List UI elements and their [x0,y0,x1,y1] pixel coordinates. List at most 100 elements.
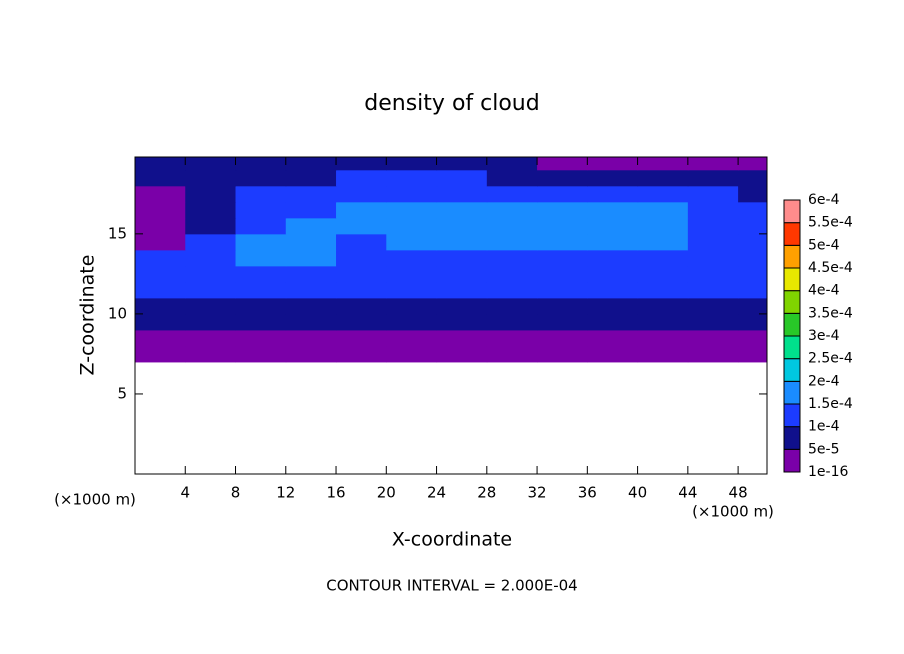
contour-cell [235,185,287,203]
colorbar-label: 5e-5 [808,441,839,457]
colorbar-box [783,267,801,292]
contour-cell [436,329,488,347]
contour-cell [235,249,287,267]
contour-cell [336,169,387,187]
contour-cell [386,185,438,203]
contour-cell [235,345,287,363]
contour-cell [235,201,287,219]
contour-cell [436,345,488,363]
contour-cell [336,297,387,315]
colorbar-label: 3.5e-4 [808,305,853,321]
contour-cell [537,217,588,235]
contour-cell [285,265,337,283]
y-axis-label: Z-coordinate [77,255,99,376]
contour-cell [486,169,538,187]
contour-cell [386,233,438,251]
contour-cell [587,249,639,267]
contour-cell [537,249,588,267]
contour-cell [587,297,639,315]
x-tick-label: 32 [528,484,547,502]
contour-cell [285,157,337,171]
contour-cell [135,281,186,299]
contour-cell [185,249,237,267]
x-unit-note: (×1000 m) [692,503,774,521]
contour-cell [135,345,186,363]
x-tick-label: 16 [326,484,345,502]
contour-cell [537,281,588,299]
contour-cell [738,281,767,299]
contour-cell [436,249,488,267]
contour-field [135,157,767,363]
y-tick-label: 15 [108,224,127,242]
contour-cell [235,157,287,171]
contour-cell [687,169,739,187]
x-tick-label: 36 [578,484,597,502]
contour-cell [185,169,237,187]
colorbar-box [783,312,801,337]
colorbar-label: 4e-4 [808,283,840,299]
contour-cell [285,249,337,267]
colorbar-label: 1e-4 [808,419,840,435]
colorbar-box [783,290,801,314]
contour-cell [285,297,337,315]
colorbar-label: 4.5e-4 [808,260,853,276]
contour-cell [436,281,488,299]
contour-cell [285,233,337,251]
contour-cell [285,345,337,363]
x-tick-label: 4 [180,484,190,502]
contour-cell [537,329,588,347]
contour-cell [285,329,337,347]
x-tick-label: 8 [231,484,241,502]
contour-cell [537,157,588,171]
contour-cell [637,265,689,283]
contour-cell [235,265,287,283]
contour-cell [436,297,488,315]
contour-cell [336,249,387,267]
x-tick-label: 40 [628,484,647,502]
contour-cell [687,157,739,171]
colorbar-box [783,222,801,246]
x-tick-label: 20 [377,484,396,502]
contour-cell [336,233,387,251]
footnote: CONTOUR INTERVAL = 2.000E-04 [326,577,577,595]
contour-cell [587,217,639,235]
contour-cell [436,201,488,219]
contour-cell [637,313,689,331]
contour-cell [587,265,639,283]
contour-cell [587,329,639,347]
contour-cell [537,201,588,219]
contour-cell [537,185,588,203]
colorbar-label: 1.5e-4 [808,396,853,412]
contour-cell [687,329,739,347]
contour-cell [587,201,639,219]
contour-cell [336,313,387,331]
contour-cell [386,345,438,363]
contour-cell [738,313,767,331]
contour-cell [738,249,767,267]
colorbar-box [783,403,801,428]
contour-cell [185,217,237,235]
contour-cell [587,169,639,187]
contour-cell [386,201,438,219]
contour-cell [687,217,739,235]
contour-cell [185,281,237,299]
contour-cell [386,265,438,283]
contour-cell [386,329,438,347]
contour-cell [486,249,538,267]
contour-cell [285,169,337,187]
contour-cell [687,281,739,299]
x-tick-label: 48 [729,484,748,502]
colorbar-box [783,335,801,360]
colorbar-label: 3e-4 [808,328,840,344]
contour-cell [537,265,588,283]
contour-cell [637,201,689,219]
contour-cell [687,201,739,219]
contour-cell [336,329,387,347]
contour-cell [135,157,186,171]
x-tick-label: 44 [678,484,697,502]
x-tick-label: 12 [276,484,295,502]
colorbar-label: 5e-4 [808,237,840,253]
contour-cell [135,313,186,331]
contour-cell [135,249,186,267]
colorbar-box [783,380,801,405]
